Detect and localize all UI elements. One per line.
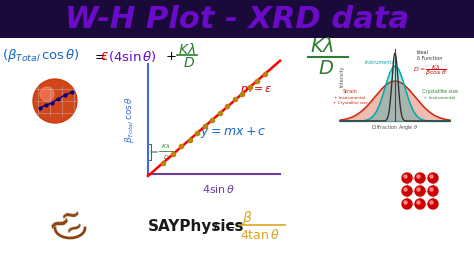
Point <box>201 124 209 128</box>
Circle shape <box>417 175 420 178</box>
Circle shape <box>430 188 433 191</box>
Circle shape <box>417 188 420 191</box>
Text: $K\lambda$: $K\lambda$ <box>310 38 334 56</box>
Text: W-H Plot - XRD data: W-H Plot - XRD data <box>65 5 409 34</box>
Text: $\beta$: $\beta$ <box>242 209 252 227</box>
Circle shape <box>430 175 433 178</box>
Text: $D$: $D$ <box>318 60 334 78</box>
Circle shape <box>404 175 407 178</box>
Point <box>209 118 216 123</box>
Text: $4\tan\theta$: $4\tan\theta$ <box>240 228 280 242</box>
Circle shape <box>404 188 407 191</box>
Point <box>177 144 185 148</box>
Circle shape <box>33 79 77 123</box>
Text: Intensity: Intensity <box>339 65 345 87</box>
Point <box>239 92 246 96</box>
Text: + Instrumental: + Instrumental <box>335 96 365 100</box>
Text: $D = \dfrac{K\lambda}{\beta\cos\theta}$: $D = \dfrac{K\lambda}{\beta\cos\theta}$ <box>413 64 447 78</box>
Text: Instrumental: Instrumental <box>364 60 396 65</box>
Text: $K\lambda$: $K\lambda$ <box>178 41 196 56</box>
Text: $4\sin\theta$: $4\sin\theta$ <box>202 183 236 195</box>
Circle shape <box>415 186 425 196</box>
Point <box>246 84 254 89</box>
Circle shape <box>404 201 407 204</box>
Point <box>159 161 167 165</box>
Point <box>216 111 224 115</box>
Point <box>194 131 201 135</box>
Text: $(\beta_{Total}\,\cos\theta)$: $(\beta_{Total}\,\cos\theta)$ <box>2 48 80 64</box>
Circle shape <box>415 173 425 183</box>
Text: $D$: $D$ <box>163 153 169 161</box>
Circle shape <box>402 186 412 196</box>
Text: Crystallite size: Crystallite size <box>422 89 458 94</box>
Point <box>224 104 231 109</box>
Text: ~: ~ <box>63 215 88 241</box>
Text: $K\lambda$: $K\lambda$ <box>162 142 171 150</box>
Circle shape <box>402 199 412 209</box>
Circle shape <box>430 201 433 204</box>
Point <box>170 152 177 156</box>
Circle shape <box>40 87 54 101</box>
Text: ~: ~ <box>58 202 82 230</box>
Text: ~: ~ <box>44 207 76 241</box>
Point <box>261 72 269 76</box>
Text: $\varepsilon$: $\varepsilon$ <box>100 49 109 63</box>
Text: $\varepsilon\,=\,$: $\varepsilon\,=\,$ <box>212 219 235 232</box>
Text: Ideal: Ideal <box>417 51 429 56</box>
Text: $+$: $+$ <box>165 49 177 63</box>
Text: SAYPhysics: SAYPhysics <box>148 218 245 234</box>
Circle shape <box>428 173 438 183</box>
Point <box>186 138 194 142</box>
Circle shape <box>428 186 438 196</box>
Text: $D$: $D$ <box>183 56 195 70</box>
Text: δ Function: δ Function <box>417 56 442 60</box>
Text: + Instrumental: + Instrumental <box>424 96 456 100</box>
Text: Diffraction Angle $\theta$: Diffraction Angle $\theta$ <box>371 123 419 132</box>
Circle shape <box>415 199 425 209</box>
Point <box>231 97 239 101</box>
Text: Strain: Strain <box>343 89 357 94</box>
Text: $m = \varepsilon$: $m = \varepsilon$ <box>240 84 272 94</box>
Text: $\beta_{Total}\,\cos\theta$: $\beta_{Total}\,\cos\theta$ <box>124 95 137 143</box>
Circle shape <box>402 173 412 183</box>
Text: $=$: $=$ <box>92 49 106 63</box>
Point <box>254 79 261 83</box>
Circle shape <box>428 199 438 209</box>
Text: + Crystallite size: + Crystallite size <box>333 101 367 105</box>
Text: $y = mx + c$: $y = mx + c$ <box>200 124 267 139</box>
FancyBboxPatch shape <box>0 0 474 38</box>
Circle shape <box>417 201 420 204</box>
Text: $(4\sin\theta)$: $(4\sin\theta)$ <box>108 48 157 64</box>
